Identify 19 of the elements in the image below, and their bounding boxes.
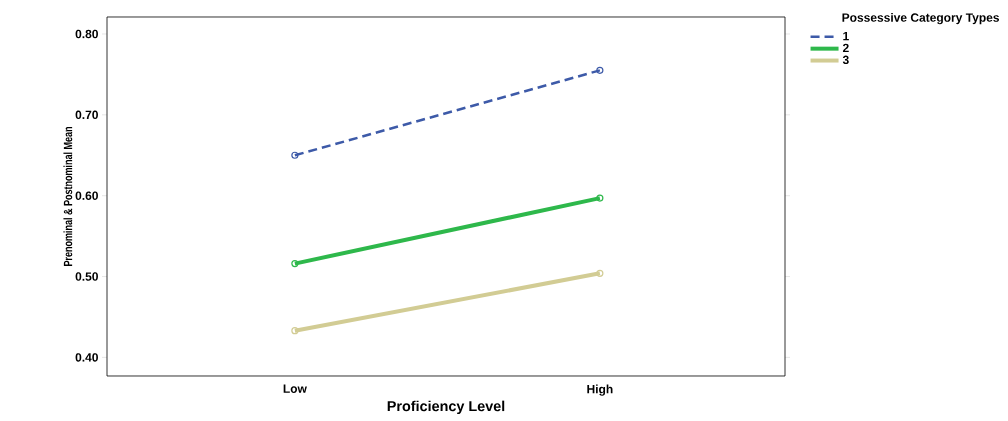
legend-label: 3 — [842, 55, 849, 65]
y-tick-label: 0.50 — [75, 272, 98, 281]
y-tick-label: 0.60 — [75, 191, 98, 200]
y-tick-label: 0.80 — [75, 29, 98, 39]
y-tick-label: 0.40 — [75, 353, 98, 362]
point — [291, 151, 299, 159]
point — [596, 194, 604, 202]
legend-label: 1 — [843, 31, 849, 41]
y-tick-label: 0.70 — [75, 110, 98, 120]
point — [291, 327, 299, 335]
legend-title: Possessive Category Types — [842, 13, 1000, 25]
x-tick-label: Low — [283, 384, 307, 393]
y-axis-title: Prenominal & Postnominal Mean — [63, 127, 73, 266]
point — [596, 66, 604, 74]
x-axis-title: Proficiency Level — [387, 400, 505, 415]
point — [291, 260, 299, 268]
legend-label: 2 — [842, 43, 849, 53]
x-tick-label: High — [587, 384, 613, 396]
point — [596, 269, 604, 277]
